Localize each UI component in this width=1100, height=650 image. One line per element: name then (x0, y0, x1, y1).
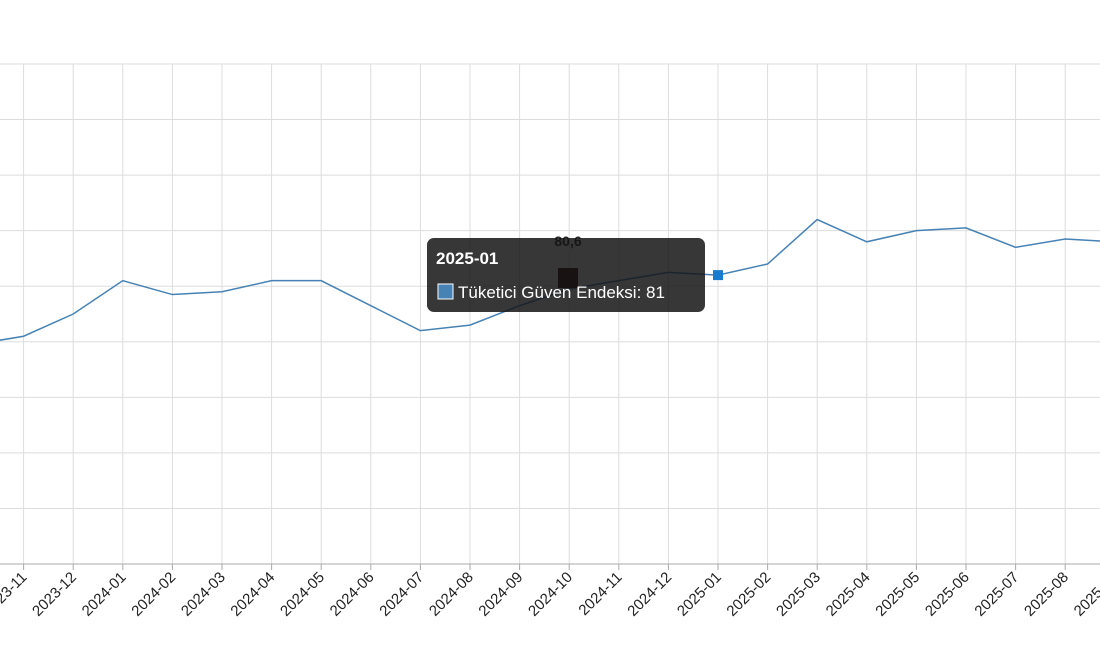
x-tick-label: 2024-11 (575, 569, 625, 619)
x-tick-label: 2024-02 (128, 569, 179, 620)
x-tick-label: 2025-03 (773, 569, 824, 620)
grid: 707274767880828486882023-102023-112023-1… (0, 63, 1100, 620)
x-tick-label: 2025-05 (872, 569, 923, 620)
x-tick-label: 2025-06 (922, 569, 973, 620)
tooltip-swatch (437, 283, 454, 300)
x-tick-label: 2025-09 (1071, 569, 1100, 620)
x-tick-label: 2023-11 (0, 569, 30, 619)
x-tick-label: 2024-04 (227, 569, 278, 620)
x-tick-label: 2023-12 (29, 569, 80, 620)
x-tick-label: 2024-08 (426, 569, 477, 620)
x-tick-label: 2025-04 (823, 569, 874, 620)
x-tick-label: 2025-01 (674, 569, 725, 620)
tooltip: 2025-01 Tüketici Güven Endeksi: 81 (427, 238, 705, 312)
x-tick-label: 2024-10 (525, 569, 576, 620)
x-tick-label: 2024-12 (624, 569, 675, 620)
x-tick-label: 2025-07 (971, 569, 1022, 620)
x-tick-label: 2025-08 (1021, 569, 1072, 620)
x-tick-label: 2025-02 (723, 569, 774, 620)
x-tick-label: 2024-07 (376, 569, 427, 620)
x-tick-label: 2024-01 (79, 569, 130, 620)
x-tick-label: 2024-06 (327, 569, 378, 620)
x-tick-label: 2024-05 (277, 569, 328, 620)
x-tick-label: 2024-09 (475, 569, 526, 620)
tooltip-box (427, 238, 705, 312)
hover-marker (713, 270, 723, 281)
x-tick-label: 2024-03 (178, 569, 229, 620)
tooltip-title: 2025-01 (436, 249, 498, 268)
tooltip-text: Tüketici Güven Endeksi: 81 (458, 283, 665, 302)
